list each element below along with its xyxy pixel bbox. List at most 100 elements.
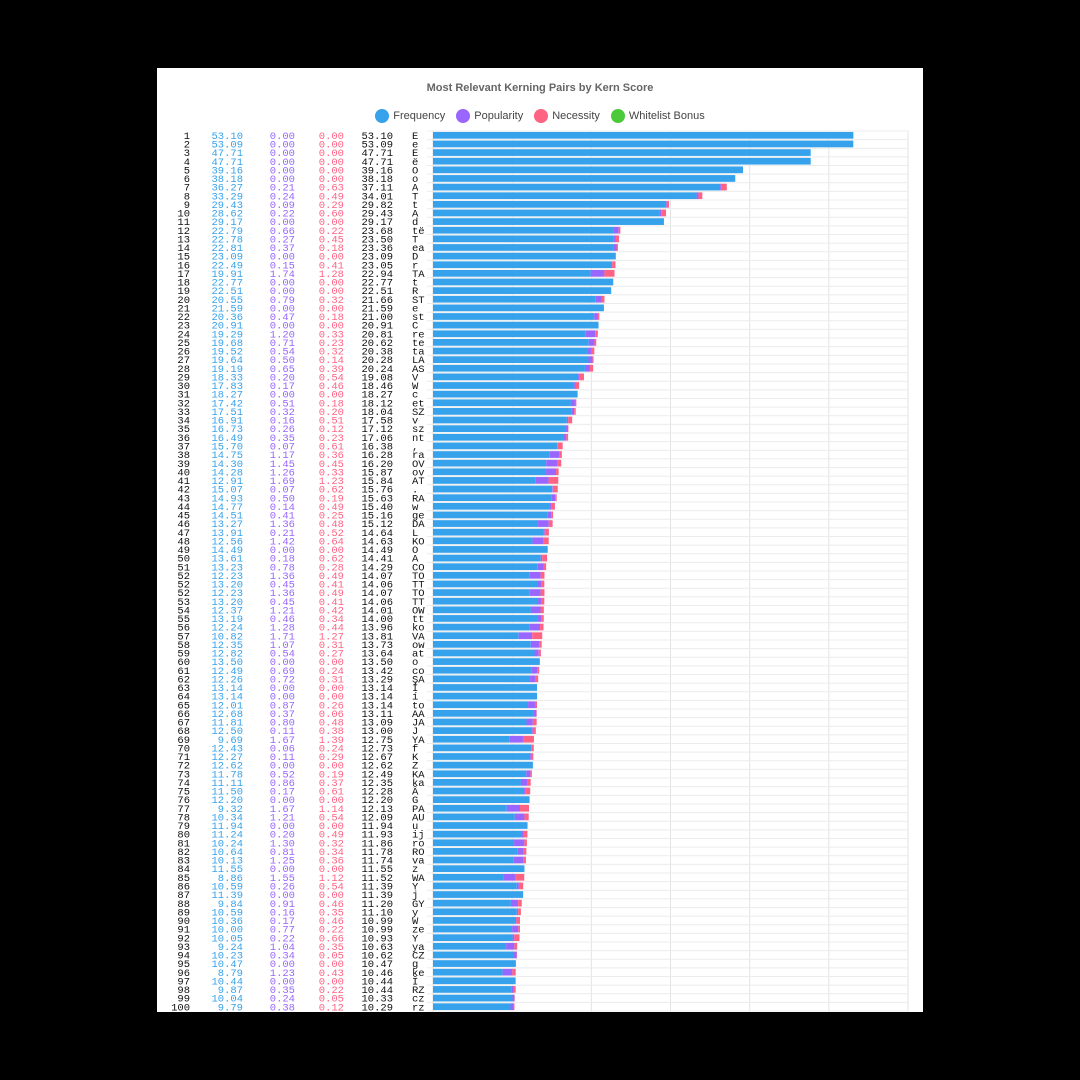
bar-segment-necessity[interactable] xyxy=(532,632,543,640)
bar-segment-frequency[interactable] xyxy=(433,908,517,916)
bar-segment-necessity[interactable] xyxy=(557,459,562,467)
bar-segment-necessity[interactable] xyxy=(615,235,620,243)
bar-segment-necessity[interactable] xyxy=(566,433,569,441)
bar-segment-popularity[interactable] xyxy=(587,347,592,355)
bar-segment-frequency[interactable] xyxy=(433,986,512,993)
bar-segment-necessity[interactable] xyxy=(537,666,540,674)
bar-segment-necessity[interactable] xyxy=(518,882,524,890)
bar-segment-popularity[interactable] xyxy=(611,261,613,269)
bar-segment-frequency[interactable] xyxy=(433,511,548,519)
bar-segment-frequency[interactable] xyxy=(433,425,566,433)
bar-segment-necessity[interactable] xyxy=(527,779,531,786)
bar-segment-frequency[interactable] xyxy=(433,580,538,588)
bar-segment-necessity[interactable] xyxy=(518,908,521,916)
bar-segment-popularity[interactable] xyxy=(613,235,616,243)
bar-segment-necessity[interactable] xyxy=(594,339,597,346)
bar-segment-popularity[interactable] xyxy=(546,459,558,467)
bar-segment-popularity[interactable] xyxy=(551,494,556,502)
bar-segment-necessity[interactable] xyxy=(556,468,559,476)
bar-segment-frequency[interactable] xyxy=(433,787,525,795)
bar-segment-popularity[interactable] xyxy=(516,908,519,916)
bar-segment-necessity[interactable] xyxy=(513,1003,515,1011)
bar-segment-frequency[interactable] xyxy=(433,942,507,950)
bar-segment-popularity[interactable] xyxy=(588,356,593,363)
bar-segment-popularity[interactable] xyxy=(659,209,662,217)
bar-segment-necessity[interactable] xyxy=(543,563,547,571)
bar-segment-popularity[interactable] xyxy=(588,339,595,346)
bar-segment-popularity[interactable] xyxy=(528,701,535,709)
bar-segment-frequency[interactable] xyxy=(433,382,575,389)
bar-segment-necessity[interactable] xyxy=(540,571,545,579)
bar-segment-frequency[interactable] xyxy=(433,278,614,286)
bar-segment-frequency[interactable] xyxy=(433,839,515,847)
bar-segment-frequency[interactable] xyxy=(433,218,664,225)
bar-segment-popularity[interactable] xyxy=(509,735,523,743)
bar-segment-necessity[interactable] xyxy=(515,873,525,881)
bar-segment-popularity[interactable] xyxy=(530,675,536,683)
bar-segment-frequency[interactable] xyxy=(433,597,538,605)
bar-segment-frequency[interactable] xyxy=(433,494,552,502)
bar-segment-frequency[interactable] xyxy=(433,675,531,683)
bar-segment-necessity[interactable] xyxy=(552,485,558,493)
bar-segment-necessity[interactable] xyxy=(523,848,527,855)
bar-segment-frequency[interactable] xyxy=(433,606,531,614)
bar-segment-necessity[interactable] xyxy=(531,753,534,760)
bar-segment-necessity[interactable] xyxy=(604,269,615,277)
bar-segment-frequency[interactable] xyxy=(433,718,527,726)
bar-segment-necessity[interactable] xyxy=(523,856,526,864)
bar-segment-frequency[interactable] xyxy=(433,994,513,1002)
bar-segment-necessity[interactable] xyxy=(590,364,594,372)
bar-segment-frequency[interactable] xyxy=(433,304,604,312)
bar-segment-frequency[interactable] xyxy=(433,477,536,484)
bar-segment-necessity[interactable] xyxy=(661,209,667,217)
bar-segment-frequency[interactable] xyxy=(433,442,558,450)
bar-segment-necessity[interactable] xyxy=(534,701,538,709)
bar-segment-frequency[interactable] xyxy=(433,658,540,665)
bar-segment-frequency[interactable] xyxy=(433,571,530,579)
bar-segment-popularity[interactable] xyxy=(720,183,722,191)
bar-segment-popularity[interactable] xyxy=(512,994,515,1002)
bar-segment-popularity[interactable] xyxy=(531,666,538,674)
bar-segment-necessity[interactable] xyxy=(532,727,536,734)
bar-segment-frequency[interactable] xyxy=(433,468,547,476)
bar-segment-popularity[interactable] xyxy=(530,640,540,648)
bar-segment-frequency[interactable] xyxy=(433,269,591,277)
bar-segment-popularity[interactable] xyxy=(535,477,549,484)
bar-segment-frequency[interactable] xyxy=(433,753,531,760)
bar-segment-popularity[interactable] xyxy=(532,537,544,545)
bar-segment-frequency[interactable] xyxy=(433,347,588,355)
bar-segment-necessity[interactable] xyxy=(516,917,521,924)
bar-segment-popularity[interactable] xyxy=(557,442,558,450)
bar-segment-popularity[interactable] xyxy=(594,313,598,320)
bar-segment-frequency[interactable] xyxy=(433,1003,511,1011)
bar-segment-frequency[interactable] xyxy=(433,149,811,156)
bar-segment-frequency[interactable] xyxy=(433,433,564,441)
bar-segment-necessity[interactable] xyxy=(539,640,542,648)
bar-segment-necessity[interactable] xyxy=(574,399,577,407)
bar-segment-frequency[interactable] xyxy=(433,252,616,260)
bar-segment-frequency[interactable] xyxy=(433,856,514,864)
bar-segment-frequency[interactable] xyxy=(433,399,571,407)
bar-segment-popularity[interactable] xyxy=(533,709,537,717)
bar-segment-necessity[interactable] xyxy=(551,511,554,519)
bar-segment-frequency[interactable] xyxy=(433,873,504,881)
bar-segment-frequency[interactable] xyxy=(433,373,579,381)
bar-segment-frequency[interactable] xyxy=(433,891,524,898)
bar-segment-popularity[interactable] xyxy=(529,589,541,596)
legend-item-frequency[interactable]: Frequency xyxy=(375,109,445,123)
bar-segment-necessity[interactable] xyxy=(520,804,530,812)
bar-segment-popularity[interactable] xyxy=(613,226,619,234)
bar-segment-frequency[interactable] xyxy=(433,554,541,562)
bar-segment-popularity[interactable] xyxy=(595,295,602,303)
bar-segment-necessity[interactable] xyxy=(612,261,616,269)
bar-segment-popularity[interactable] xyxy=(537,580,542,588)
bar-segment-popularity[interactable] xyxy=(529,571,541,579)
bar-segment-popularity[interactable] xyxy=(529,623,541,631)
bar-segment-frequency[interactable] xyxy=(433,632,519,640)
bar-segment-frequency[interactable] xyxy=(433,934,513,942)
bar-segment-frequency[interactable] xyxy=(433,615,538,622)
bar-segment-frequency[interactable] xyxy=(433,451,550,458)
bar-segment-popularity[interactable] xyxy=(566,416,569,424)
bar-segment-popularity[interactable] xyxy=(518,632,533,640)
bar-segment-frequency[interactable] xyxy=(433,822,528,829)
